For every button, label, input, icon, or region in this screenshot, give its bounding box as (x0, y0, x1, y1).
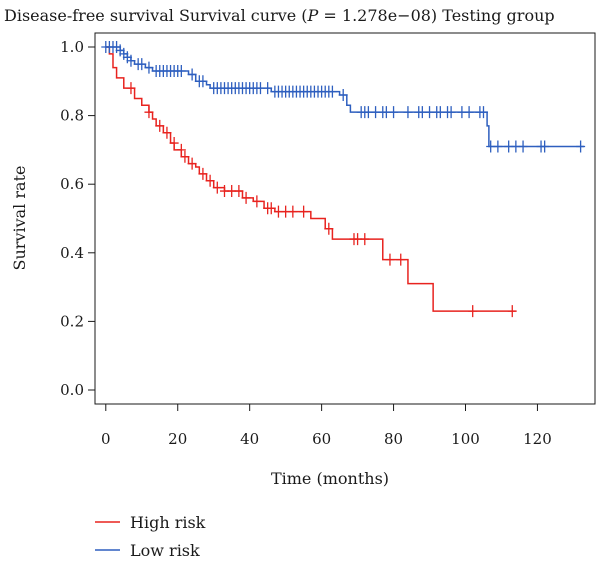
censor-mark-high-risk (187, 157, 197, 170)
censor-mark-low-risk (403, 106, 413, 119)
censor-mark-low-risk (389, 106, 399, 119)
censor-mark-high-risk (212, 181, 222, 194)
censor-mark-high-risk (299, 205, 309, 218)
x-axis-label: Time (months) (271, 469, 389, 488)
y-tick-label: 0.8 (60, 107, 84, 125)
censor-mark-low-risk (338, 89, 348, 102)
censor-mark-high-risk (241, 191, 251, 204)
y-axis: 0.0 0.2 0.4 0.6 0.8 1.0 (60, 38, 95, 399)
chart-title-suffix: = 1.278e−08) Testing group (318, 6, 554, 25)
censor-mark-low-risk (464, 106, 474, 119)
censor-mark-low-risk (446, 106, 456, 119)
y-tick-label: 1.0 (60, 38, 84, 56)
censor-mark-high-risk (180, 150, 190, 163)
x-tick-label: 40 (240, 430, 259, 448)
x-tick-label: 80 (384, 430, 403, 448)
censor-mark-low-risk (493, 140, 503, 153)
censor-mark-high-risk (198, 167, 208, 180)
censor-mark-high-risk (266, 202, 276, 215)
censor-mark-high-risk (288, 205, 298, 218)
y-tick-label: 0.6 (60, 175, 84, 193)
series-line-low-risk (105, 46, 585, 148)
series-line-high-risk (105, 46, 516, 312)
censor-mark-high-risk (234, 185, 244, 198)
y-tick-label: 0.4 (60, 244, 84, 262)
chart-title-p-symbol: P (307, 6, 319, 25)
legend: High risk Low risk (95, 513, 206, 560)
x-axis: 0 20 40 60 80 100 120 (101, 404, 552, 448)
chart-title-prefix: Disease-free survival Survival curve ( (4, 6, 308, 25)
y-axis-label: Survival rate (10, 166, 29, 271)
censor-mark-high-risk (144, 106, 154, 119)
censor-mark-high-risk (385, 253, 395, 266)
censor-mark-high-risk (468, 305, 478, 318)
censor-mark-high-risk (360, 233, 370, 246)
censor-mark-low-risk (187, 68, 197, 81)
censor-mark-low-risk (144, 61, 154, 74)
x-tick-label: 60 (312, 430, 331, 448)
censor-mark-high-risk (155, 119, 165, 132)
censor-mark-low-risk (137, 58, 147, 71)
censor-mark-low-risk (478, 106, 488, 119)
x-tick-label: 20 (168, 430, 187, 448)
x-tick-label: 0 (101, 430, 111, 448)
censor-mark-high-risk (126, 82, 136, 95)
legend-label-low-risk: Low risk (130, 541, 200, 560)
plot-frame (94, 32, 596, 405)
censor-mark-low-risk (263, 82, 273, 95)
censor-mark-high-risk (205, 174, 215, 187)
censor-mark-low-risk (176, 65, 186, 78)
chart-title: Disease-free survival Survival curve (P … (4, 6, 555, 25)
censor-mark-high-risk (169, 137, 179, 150)
censor-mark-high-risk (324, 222, 334, 235)
x-tick-label: 120 (523, 430, 552, 448)
censor-mark-low-risk (576, 140, 586, 153)
y-tick-label: 0.2 (60, 312, 84, 330)
censor-mark-high-risk (176, 143, 186, 156)
censor-mark-low-risk (198, 75, 208, 88)
censor-mark-low-risk (518, 140, 528, 153)
legend-label-high-risk: High risk (130, 513, 206, 532)
censor-mark-low-risk (126, 54, 136, 67)
censor-mark-high-risk (396, 253, 406, 266)
y-tick-label: 0.0 (60, 381, 84, 399)
x-tick-label: 100 (451, 430, 480, 448)
censor-mark-low-risk (540, 140, 550, 153)
censor-mark-high-risk (507, 305, 517, 318)
series-layer (101, 41, 586, 318)
censor-mark-high-risk (252, 195, 262, 208)
censor-mark-low-risk (327, 85, 337, 98)
censor-mark-high-risk (162, 126, 172, 139)
